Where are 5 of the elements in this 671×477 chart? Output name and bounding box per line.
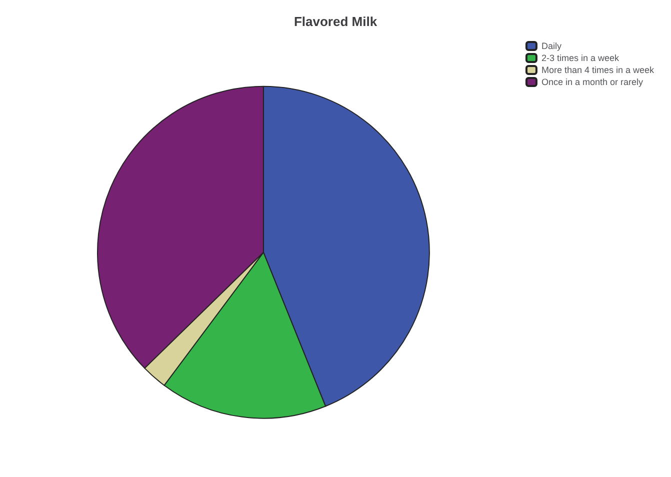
legend-label: More than 4 times in a week bbox=[541, 65, 654, 75]
legend-label: Once in a month or rarely bbox=[541, 77, 644, 87]
legend-label: Daily bbox=[541, 41, 562, 51]
legend-label: 2-3 times in a week bbox=[541, 53, 620, 63]
chart-title: Flavored Milk bbox=[294, 14, 378, 29]
